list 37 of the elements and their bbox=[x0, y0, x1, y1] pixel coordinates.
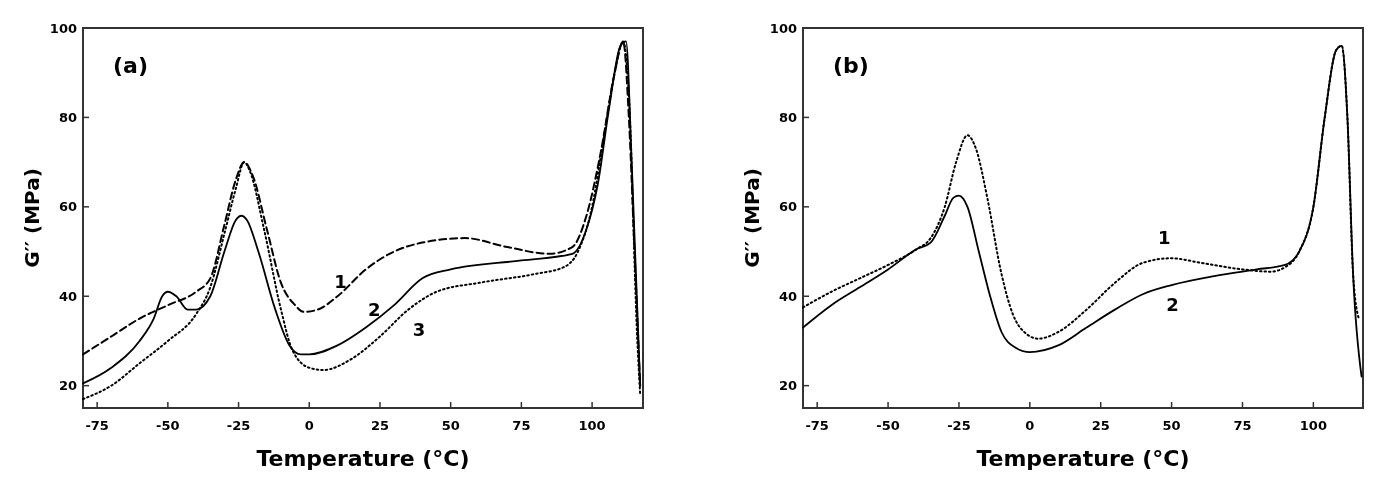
x-tick-label: 25 bbox=[370, 418, 390, 433]
x-tick-label: 25 bbox=[1091, 418, 1110, 433]
x-tick-label: 0 bbox=[1025, 418, 1035, 433]
series-label: 2 bbox=[367, 298, 381, 320]
x-tick-label: 75 bbox=[512, 418, 531, 433]
x-tick-label: 50 bbox=[1162, 418, 1181, 433]
x-axis-title: Temperature (°C) bbox=[256, 446, 470, 471]
x-tick-label: 75 bbox=[1233, 418, 1252, 433]
y-axis-title: G′′ (MPa) bbox=[740, 168, 764, 268]
y-tick-label: 20 bbox=[58, 378, 77, 394]
y-tick-label: 60 bbox=[58, 199, 77, 215]
series-label: 1 bbox=[1157, 227, 1171, 249]
x-tick-label: 100 bbox=[578, 418, 606, 433]
x-tick-label: -75 bbox=[85, 418, 109, 433]
series-label: 1 bbox=[334, 271, 347, 293]
x-tick-label: 50 bbox=[441, 418, 460, 433]
y-tick-label: 80 bbox=[58, 109, 77, 125]
x-tick-label: -50 bbox=[876, 418, 900, 433]
x-tick-label: -75 bbox=[805, 418, 829, 433]
y-tick-label: 60 bbox=[778, 199, 797, 215]
y-tick-label: 40 bbox=[778, 288, 797, 304]
series-label: 2 bbox=[1166, 294, 1179, 316]
y-tick-label: 100 bbox=[769, 20, 797, 36]
text: (a) bbox=[113, 53, 148, 78]
x-tick-label: 0 bbox=[304, 418, 314, 433]
x-tick-label: -25 bbox=[226, 418, 251, 433]
y-tick-label: 100 bbox=[49, 20, 77, 36]
y-tick-label: 40 bbox=[58, 288, 77, 304]
x-axis-title: Temperature (°C) bbox=[976, 446, 1190, 471]
text: (b) bbox=[833, 53, 869, 78]
y-tick-label: 80 bbox=[778, 109, 797, 125]
x-tick-label: -25 bbox=[947, 418, 971, 433]
x-tick-label: 100 bbox=[1299, 418, 1327, 433]
x-tick-label: -50 bbox=[156, 418, 180, 433]
y-axis-title: G′′ (MPa) bbox=[20, 168, 44, 268]
series-label: 3 bbox=[412, 318, 426, 340]
y-tick-label: 20 bbox=[778, 378, 797, 394]
